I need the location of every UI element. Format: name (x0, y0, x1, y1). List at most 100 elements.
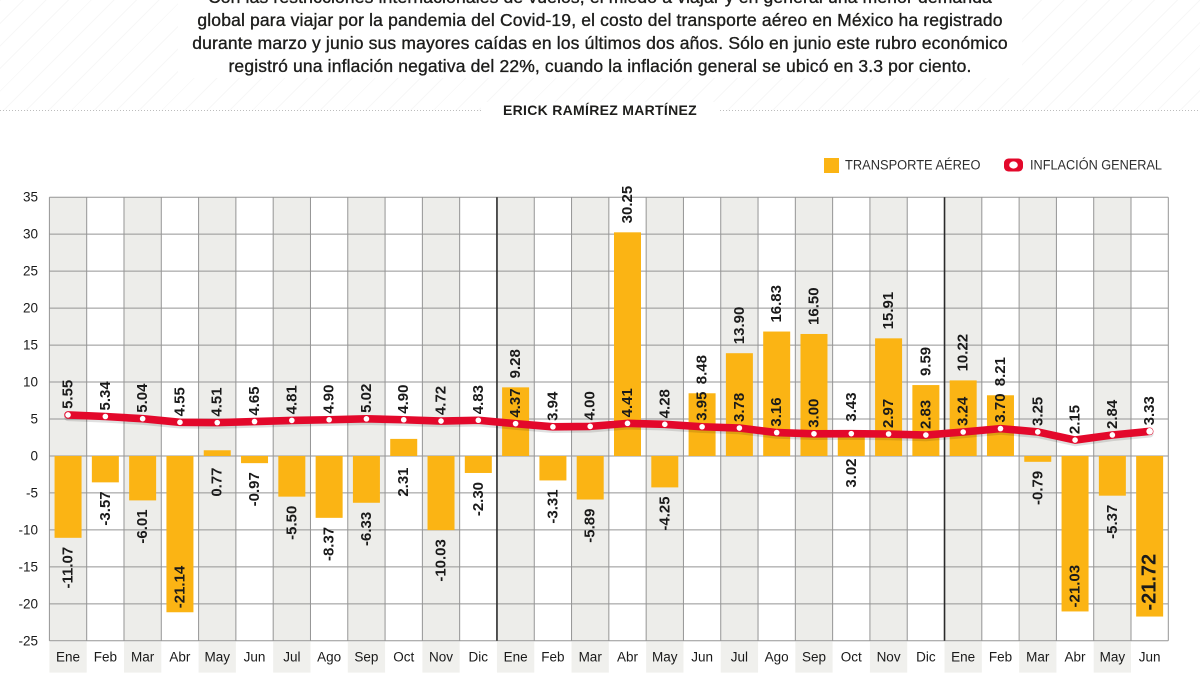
svg-text:May: May (204, 650, 230, 665)
svg-text:3.02: 3.02 (843, 458, 860, 487)
svg-text:Nov: Nov (429, 650, 453, 665)
svg-text:3.25: 3.25 (1029, 397, 1046, 426)
svg-text:Ene: Ene (504, 650, 528, 665)
svg-text:-6.01: -6.01 (134, 509, 151, 543)
svg-text:4.00: 4.00 (582, 391, 599, 420)
svg-text:-21.72: -21.72 (1139, 554, 1161, 611)
svg-text:30.25: 30.25 (619, 186, 636, 224)
svg-text:Oct: Oct (841, 650, 862, 665)
svg-text:Jul: Jul (731, 650, 748, 665)
svg-text:-21.14: -21.14 (171, 565, 188, 608)
svg-text:-20: -20 (18, 596, 38, 611)
svg-text:-15: -15 (18, 559, 38, 574)
svg-text:May: May (1100, 650, 1126, 665)
svg-text:-11.07: -11.07 (60, 547, 77, 589)
svg-text:Ene: Ene (56, 650, 80, 665)
svg-text:4.90: 4.90 (395, 385, 412, 414)
svg-text:-5: -5 (26, 485, 38, 500)
svg-text:-6.33: -6.33 (358, 512, 375, 546)
svg-text:Abr: Abr (169, 650, 191, 665)
svg-text:35: 35 (23, 190, 38, 205)
svg-text:-3.31: -3.31 (544, 489, 561, 523)
svg-text:0: 0 (30, 448, 38, 463)
svg-text:4.65: 4.65 (246, 386, 263, 415)
svg-text:8.48: 8.48 (694, 355, 711, 384)
svg-text:-2.30: -2.30 (470, 482, 487, 516)
svg-text:3.78: 3.78 (731, 393, 748, 422)
svg-text:3.43: 3.43 (843, 392, 860, 421)
svg-text:3.70: 3.70 (992, 393, 1009, 422)
svg-text:10: 10 (23, 375, 38, 390)
svg-text:Feb: Feb (989, 650, 1012, 665)
svg-text:May: May (652, 650, 678, 665)
svg-text:4.51: 4.51 (209, 387, 226, 416)
svg-text:4.81: 4.81 (283, 385, 300, 414)
svg-text:2.84: 2.84 (1104, 399, 1121, 429)
svg-text:4.83: 4.83 (470, 385, 487, 414)
svg-text:4.37: 4.37 (507, 388, 524, 417)
svg-text:-21.03: -21.03 (1067, 565, 1084, 608)
svg-text:Jun: Jun (1139, 650, 1161, 665)
svg-text:-0.97: -0.97 (246, 472, 263, 506)
svg-text:2.15: 2.15 (1067, 405, 1084, 434)
svg-text:Nov: Nov (877, 650, 901, 665)
svg-text:4.55: 4.55 (171, 387, 188, 416)
svg-text:4.72: 4.72 (433, 386, 450, 415)
svg-text:Sep: Sep (802, 650, 826, 665)
svg-text:16.83: 16.83 (768, 285, 785, 323)
svg-text:Oct: Oct (393, 650, 414, 665)
svg-text:-5.50: -5.50 (283, 506, 300, 540)
svg-text:Ene: Ene (951, 650, 975, 665)
svg-text:3.94: 3.94 (544, 391, 561, 421)
svg-text:TRANSPORTE AÉREO: TRANSPORTE AÉREO (845, 158, 981, 173)
svg-text:-0.79: -0.79 (1029, 471, 1046, 505)
svg-text:5.34: 5.34 (97, 381, 114, 411)
svg-text:-25: -25 (18, 633, 38, 648)
svg-text:30: 30 (23, 227, 38, 242)
svg-text:-10: -10 (18, 522, 38, 537)
svg-text:Dic: Dic (916, 650, 936, 665)
svg-text:20: 20 (23, 301, 38, 316)
svg-text:-5.89: -5.89 (582, 509, 599, 543)
svg-text:Mar: Mar (579, 650, 603, 665)
svg-text:3.16: 3.16 (768, 397, 785, 426)
svg-text:Feb: Feb (94, 650, 117, 665)
svg-text:-3.57: -3.57 (97, 491, 114, 525)
svg-text:3.95: 3.95 (694, 392, 711, 421)
svg-text:15: 15 (23, 338, 38, 353)
svg-text:3.24: 3.24 (955, 396, 972, 426)
svg-text:Jun: Jun (244, 650, 266, 665)
svg-text:9.59: 9.59 (917, 347, 934, 376)
svg-text:Jul: Jul (283, 650, 300, 665)
svg-text:Sep: Sep (354, 650, 378, 665)
svg-text:Ago: Ago (765, 650, 789, 665)
svg-text:5.02: 5.02 (358, 384, 375, 413)
svg-text:5.55: 5.55 (60, 380, 77, 409)
svg-text:25: 25 (23, 264, 38, 279)
svg-text:5: 5 (30, 412, 38, 427)
svg-text:4.41: 4.41 (619, 388, 636, 417)
svg-text:2.97: 2.97 (880, 399, 897, 428)
svg-text:10.22: 10.22 (955, 334, 972, 372)
svg-text:13.90: 13.90 (731, 307, 748, 345)
svg-text:8.21: 8.21 (992, 357, 1009, 386)
svg-text:2.83: 2.83 (917, 400, 934, 429)
svg-text:4.28: 4.28 (656, 389, 673, 418)
svg-text:Jun: Jun (691, 650, 713, 665)
svg-text:0.77: 0.77 (209, 467, 226, 496)
svg-text:4.90: 4.90 (321, 385, 338, 414)
svg-text:3.33: 3.33 (1141, 396, 1158, 425)
svg-text:5.04: 5.04 (134, 383, 151, 413)
svg-text:Mar: Mar (131, 650, 155, 665)
svg-text:Abr: Abr (617, 650, 639, 665)
svg-text:-8.37: -8.37 (321, 527, 338, 561)
svg-text:9.28: 9.28 (507, 349, 524, 378)
svg-text:2.31: 2.31 (395, 467, 412, 496)
svg-text:Feb: Feb (541, 650, 564, 665)
svg-text:15.91: 15.91 (880, 292, 897, 330)
svg-text:16.50: 16.50 (805, 287, 822, 325)
svg-text:3.00: 3.00 (805, 399, 822, 428)
svg-text:-10.03: -10.03 (433, 539, 450, 582)
svg-text:-5.37: -5.37 (1104, 505, 1121, 539)
svg-text:-4.25: -4.25 (656, 496, 673, 530)
